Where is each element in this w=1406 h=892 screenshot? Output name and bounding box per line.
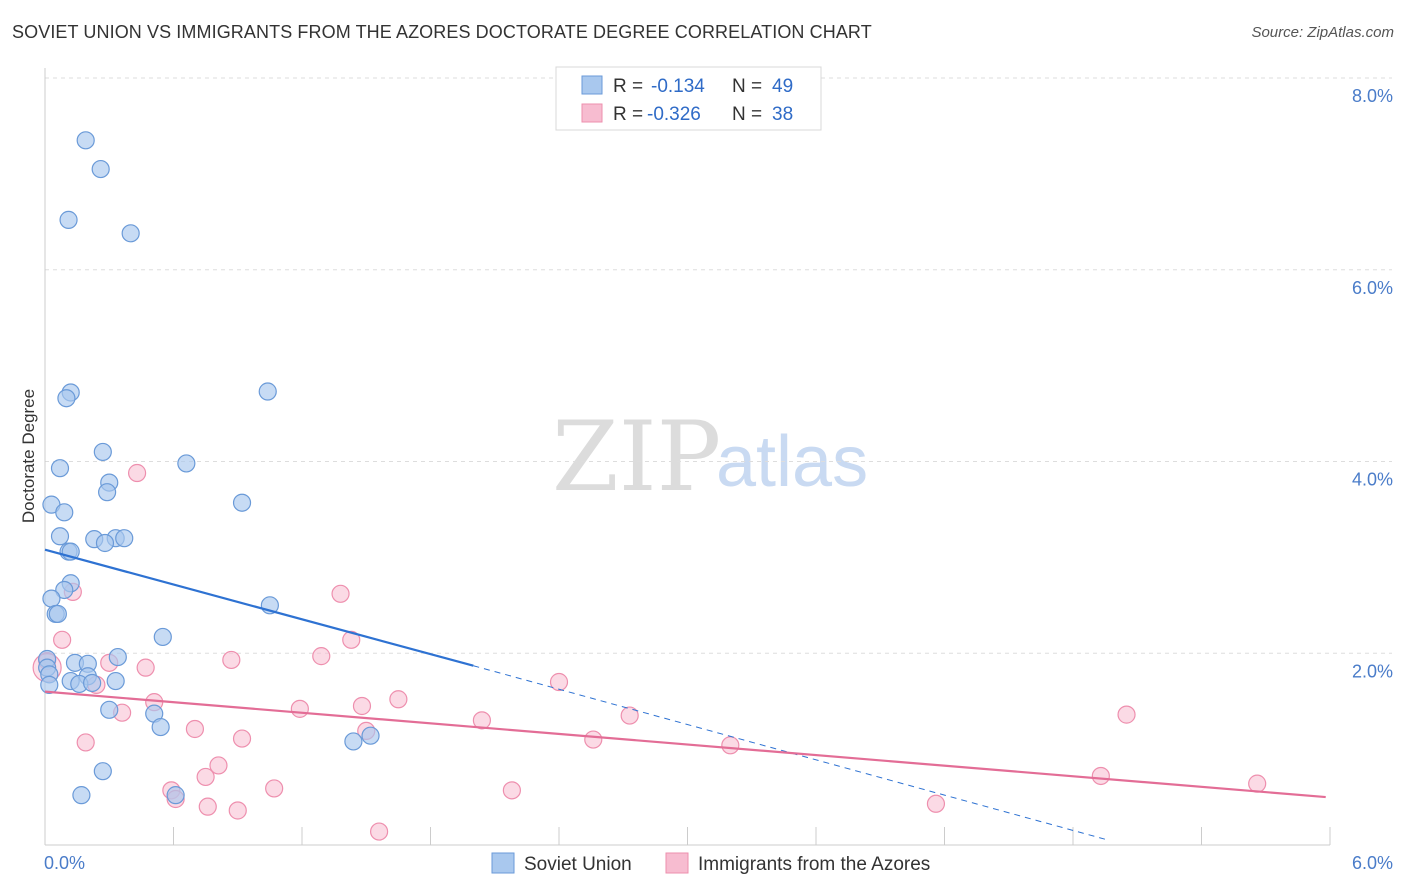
azores-point bbox=[502, 781, 521, 800]
azores-point bbox=[370, 822, 389, 841]
soviet-point bbox=[93, 442, 112, 462]
soviet-point bbox=[361, 726, 380, 745]
legend-r-value-2: -0.326 bbox=[647, 104, 701, 125]
legend-r-label-1: R = bbox=[613, 76, 643, 97]
chart-title: SOVIET UNION VS IMMIGRANTS FROM THE AZOR… bbox=[12, 22, 872, 42]
azores-point bbox=[76, 733, 95, 752]
legend-r-label-2: R = bbox=[613, 104, 643, 125]
x-tick-label: 0.0% bbox=[44, 853, 85, 873]
azores-point bbox=[312, 647, 331, 666]
bottom-legend-label-azores: Immigrants from the Azores bbox=[698, 854, 930, 875]
series-azores-points bbox=[32, 463, 1267, 841]
soviet-point bbox=[177, 454, 196, 473]
bottom-legend-swatch-azores bbox=[665, 852, 689, 874]
azores-point bbox=[290, 699, 309, 718]
azores-point bbox=[342, 630, 361, 649]
azores-point bbox=[232, 729, 252, 748]
series-legend: Soviet Union Immigrants from the Azores bbox=[491, 852, 930, 875]
bottom-legend-label-soviet: Soviet Union bbox=[524, 854, 632, 875]
azores-point bbox=[926, 794, 946, 813]
azores-point bbox=[222, 650, 241, 670]
soviet-point bbox=[100, 700, 119, 719]
legend-swatch-azores bbox=[581, 103, 603, 123]
legend-n-label-2: N = bbox=[732, 104, 762, 125]
legend-n-value-1: 49 bbox=[772, 76, 793, 97]
azores-point bbox=[352, 696, 372, 716]
soviet-point bbox=[59, 210, 78, 229]
source-label: Source: ZipAtlas.com bbox=[1251, 24, 1394, 41]
soviet-point bbox=[121, 224, 140, 243]
azores-point bbox=[549, 672, 569, 692]
azores-point bbox=[127, 463, 147, 483]
soviet-point bbox=[166, 786, 185, 805]
azores-point bbox=[584, 730, 603, 749]
soviet-point bbox=[40, 675, 59, 694]
soviet-point bbox=[55, 580, 74, 600]
azores-point bbox=[53, 630, 72, 649]
soviet-point bbox=[106, 671, 125, 691]
y-tick-label: 4.0% bbox=[1352, 470, 1393, 490]
soviet-point bbox=[95, 533, 115, 553]
soviet-point bbox=[57, 389, 76, 408]
tick-labels: 2.0% 4.0% 6.0% 8.0% 0.0% 6.0% bbox=[44, 86, 1393, 873]
azores-point bbox=[389, 690, 408, 709]
soviet-point bbox=[93, 762, 112, 781]
axes bbox=[44, 68, 1331, 846]
azores-point bbox=[1248, 774, 1267, 793]
soviet-point bbox=[50, 459, 70, 478]
azores-point bbox=[1117, 705, 1136, 724]
azores-trend-line bbox=[44, 690, 1326, 799]
azores-point bbox=[209, 756, 228, 775]
soviet-point bbox=[153, 627, 172, 647]
azores-point bbox=[1091, 766, 1110, 786]
stats-legend: R = -0.134 N = 49 R = -0.326 N = 38 bbox=[555, 66, 822, 131]
soviet-point bbox=[115, 529, 134, 548]
azores-point bbox=[198, 797, 217, 816]
soviet-point bbox=[98, 483, 117, 502]
azores-point bbox=[228, 801, 247, 820]
y-tick-label: 6.0% bbox=[1352, 278, 1393, 298]
legend-swatch-soviet bbox=[581, 75, 603, 95]
soviet-point bbox=[72, 786, 91, 805]
azores-point bbox=[196, 767, 215, 787]
soviet-point bbox=[48, 604, 67, 624]
azores-point bbox=[136, 658, 155, 677]
soviet-point bbox=[91, 159, 110, 179]
legend-r-value-1: -0.134 bbox=[651, 76, 705, 97]
soviet-point bbox=[258, 382, 277, 401]
azores-point bbox=[331, 584, 350, 603]
soviet-point bbox=[83, 673, 102, 693]
trend-lines bbox=[44, 548, 1326, 840]
watermark-zip: ZIP bbox=[552, 401, 721, 513]
azores-point bbox=[265, 779, 284, 798]
soviet-trend-line bbox=[44, 548, 474, 667]
soviet-point bbox=[50, 527, 70, 546]
series-soviet-points bbox=[38, 131, 380, 805]
soviet-point bbox=[232, 493, 252, 512]
azores-point bbox=[620, 706, 639, 725]
soviet-point bbox=[344, 732, 363, 751]
y-tick-label: 2.0% bbox=[1352, 661, 1393, 681]
azores-point bbox=[721, 736, 740, 755]
y-tick-label: 8.0% bbox=[1352, 86, 1393, 106]
soviet-point bbox=[42, 589, 61, 608]
legend-n-label-1: N = bbox=[732, 76, 762, 97]
azores-point bbox=[185, 719, 205, 739]
soviet-point bbox=[108, 647, 127, 667]
soviet-point bbox=[55, 503, 74, 522]
soviet-point bbox=[151, 717, 170, 737]
azores-point bbox=[472, 711, 491, 730]
y-axis-label: Doctorate Degree bbox=[19, 389, 38, 523]
legend-n-value-2: 38 bbox=[772, 104, 793, 125]
x-tick-label: 6.0% bbox=[1352, 853, 1393, 873]
bottom-legend-swatch-soviet bbox=[491, 852, 515, 874]
soviet-point bbox=[76, 131, 95, 150]
gridlines bbox=[45, 77, 1392, 654]
